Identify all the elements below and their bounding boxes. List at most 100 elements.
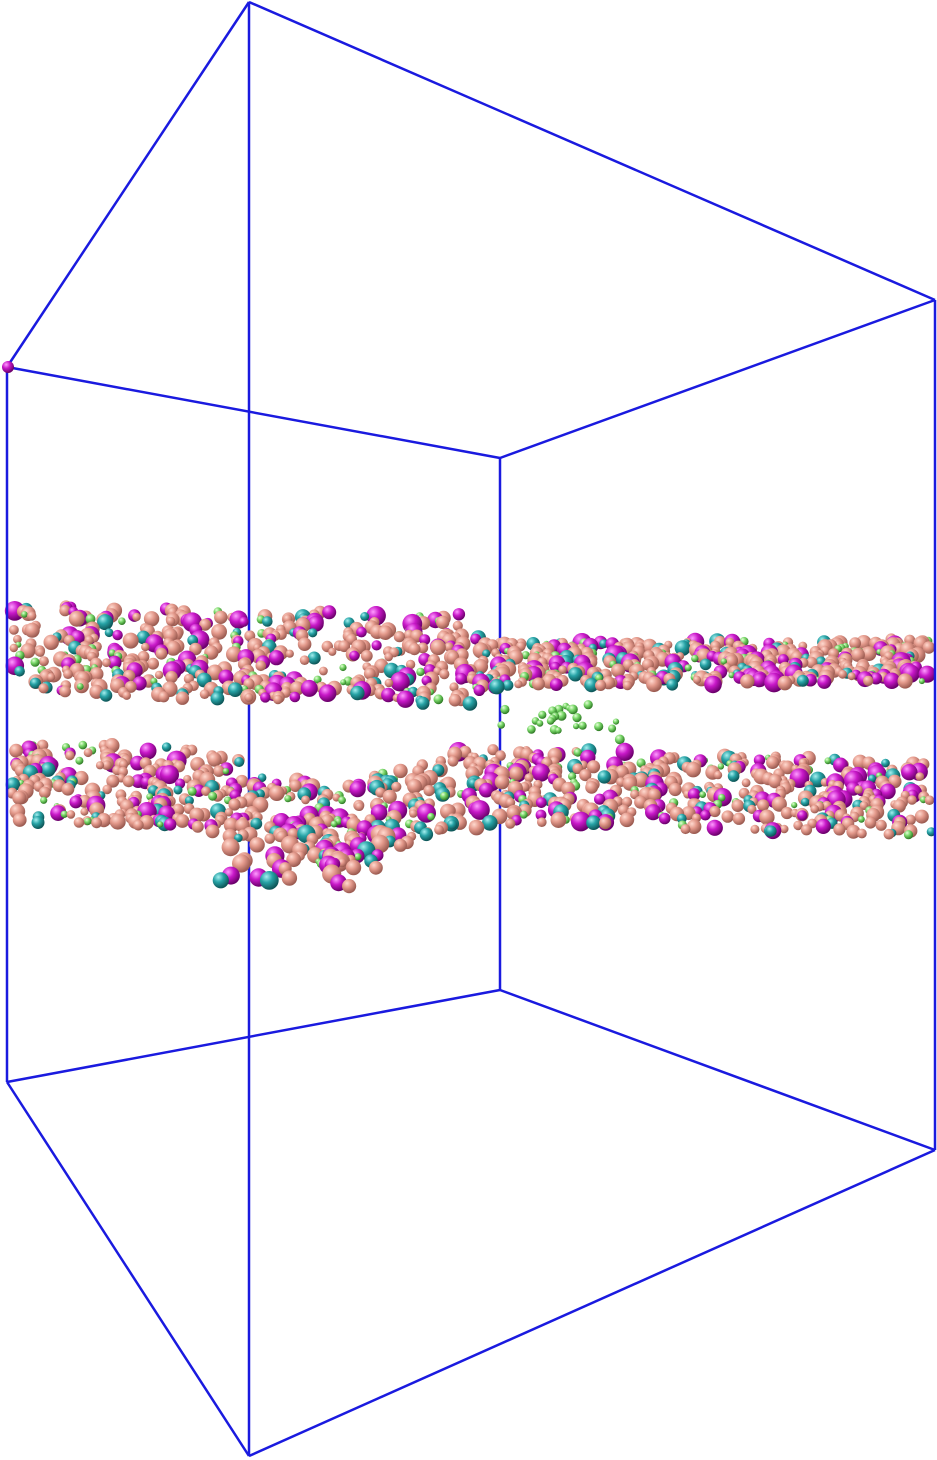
bead-salmon xyxy=(89,667,104,681)
bead-green xyxy=(433,694,444,705)
bead-salmon xyxy=(449,682,459,692)
bead-salmon xyxy=(175,691,190,705)
bead-green xyxy=(84,817,92,826)
bead-salmon xyxy=(137,650,150,663)
bead-salmon xyxy=(286,852,302,868)
bead-teal xyxy=(666,678,679,691)
bead-salmon xyxy=(213,765,225,777)
bead-magenta xyxy=(535,797,547,808)
bead-salmon xyxy=(907,795,917,805)
bead-salmon xyxy=(741,778,751,788)
bead-green xyxy=(717,763,725,770)
bead-teal xyxy=(308,628,318,638)
bead-salmon xyxy=(864,816,877,829)
bead-salmon xyxy=(109,813,126,830)
bead-salmon xyxy=(191,820,204,833)
bead-salmon xyxy=(914,809,929,824)
bead-salmon xyxy=(384,678,394,688)
bead-green xyxy=(903,830,914,840)
bead-teal xyxy=(926,827,936,837)
bead-green xyxy=(157,821,164,828)
bead-teal xyxy=(173,785,183,795)
bead-salmon xyxy=(680,824,691,835)
bead-magenta xyxy=(139,742,157,760)
bead-magenta xyxy=(535,809,547,821)
bead-salmon xyxy=(143,611,160,627)
bead-salmon xyxy=(255,660,267,672)
bead-salmon xyxy=(141,642,150,652)
bead-salmon xyxy=(854,785,863,794)
bead-teal xyxy=(502,679,514,691)
bead-teal xyxy=(868,774,877,783)
bead-salmon xyxy=(299,655,310,665)
bead-salmon xyxy=(106,774,120,788)
bead-salmon xyxy=(721,810,734,823)
bead-green xyxy=(568,704,578,715)
bead-salmon xyxy=(622,680,633,691)
bead-salmon xyxy=(12,790,27,805)
bead-salmon xyxy=(668,782,682,797)
bead-magenta xyxy=(370,804,388,821)
bead-salmon xyxy=(9,625,19,635)
bead-magenta xyxy=(381,687,396,703)
bead-magenta xyxy=(470,633,481,645)
bead-salmon xyxy=(391,781,402,792)
bead-teal xyxy=(250,817,263,830)
bead-salmon xyxy=(166,616,176,626)
bead-green xyxy=(568,772,577,781)
bead-green xyxy=(118,617,126,625)
bead-green xyxy=(527,725,536,734)
bead-salmon xyxy=(154,670,164,680)
bead-green xyxy=(146,793,154,801)
bead-magenta xyxy=(704,675,722,694)
bead-salmon xyxy=(586,760,601,774)
bead-salmon xyxy=(793,820,803,831)
bead-teal xyxy=(584,678,599,693)
bead-green xyxy=(340,679,347,686)
bead-salmon xyxy=(101,760,112,770)
bead-salmon xyxy=(846,824,861,839)
bead-teal xyxy=(234,833,243,843)
bead-green xyxy=(578,721,587,730)
bead-teal xyxy=(350,685,365,701)
bead-salmon xyxy=(59,685,71,698)
bead-salmon xyxy=(766,756,780,769)
bead-magenta xyxy=(371,640,382,651)
bead-salmon xyxy=(207,752,222,767)
bead-salmon xyxy=(531,677,545,691)
bead-green xyxy=(330,820,338,828)
bead-salmon xyxy=(43,634,59,650)
bead-teal xyxy=(40,762,56,777)
bead-salmon xyxy=(221,838,240,857)
bead-magenta xyxy=(901,764,918,781)
bead-salmon xyxy=(122,691,131,700)
bead-salmon xyxy=(757,799,770,812)
bead-salmon xyxy=(155,647,168,660)
bead-salmon xyxy=(297,637,312,651)
bead-salmon xyxy=(384,652,394,662)
bead-magenta xyxy=(396,690,415,708)
bead-salmon xyxy=(269,785,285,801)
bead-salmon xyxy=(24,622,40,638)
bead-green xyxy=(728,672,735,679)
bead-salmon xyxy=(524,773,534,783)
bead-magenta xyxy=(570,811,591,832)
bead-magenta xyxy=(478,782,494,798)
bead-salmon xyxy=(223,817,239,833)
bead-green xyxy=(284,795,292,803)
bead-salmon xyxy=(68,610,85,627)
bead-magenta xyxy=(531,763,551,782)
bead-teal xyxy=(161,742,172,752)
bead-salmon xyxy=(363,667,376,680)
bead-salmon xyxy=(473,659,489,674)
bead-teal xyxy=(234,757,245,767)
bead-teal xyxy=(699,658,712,671)
bead-salmon xyxy=(444,642,454,652)
bead-salmon xyxy=(73,817,85,828)
bead-green xyxy=(416,667,425,677)
bead-green xyxy=(222,768,230,775)
bead-salmon xyxy=(249,837,265,853)
bead-salmon xyxy=(572,763,584,774)
bead-salmon xyxy=(319,666,328,676)
bead-salmon xyxy=(922,641,935,654)
